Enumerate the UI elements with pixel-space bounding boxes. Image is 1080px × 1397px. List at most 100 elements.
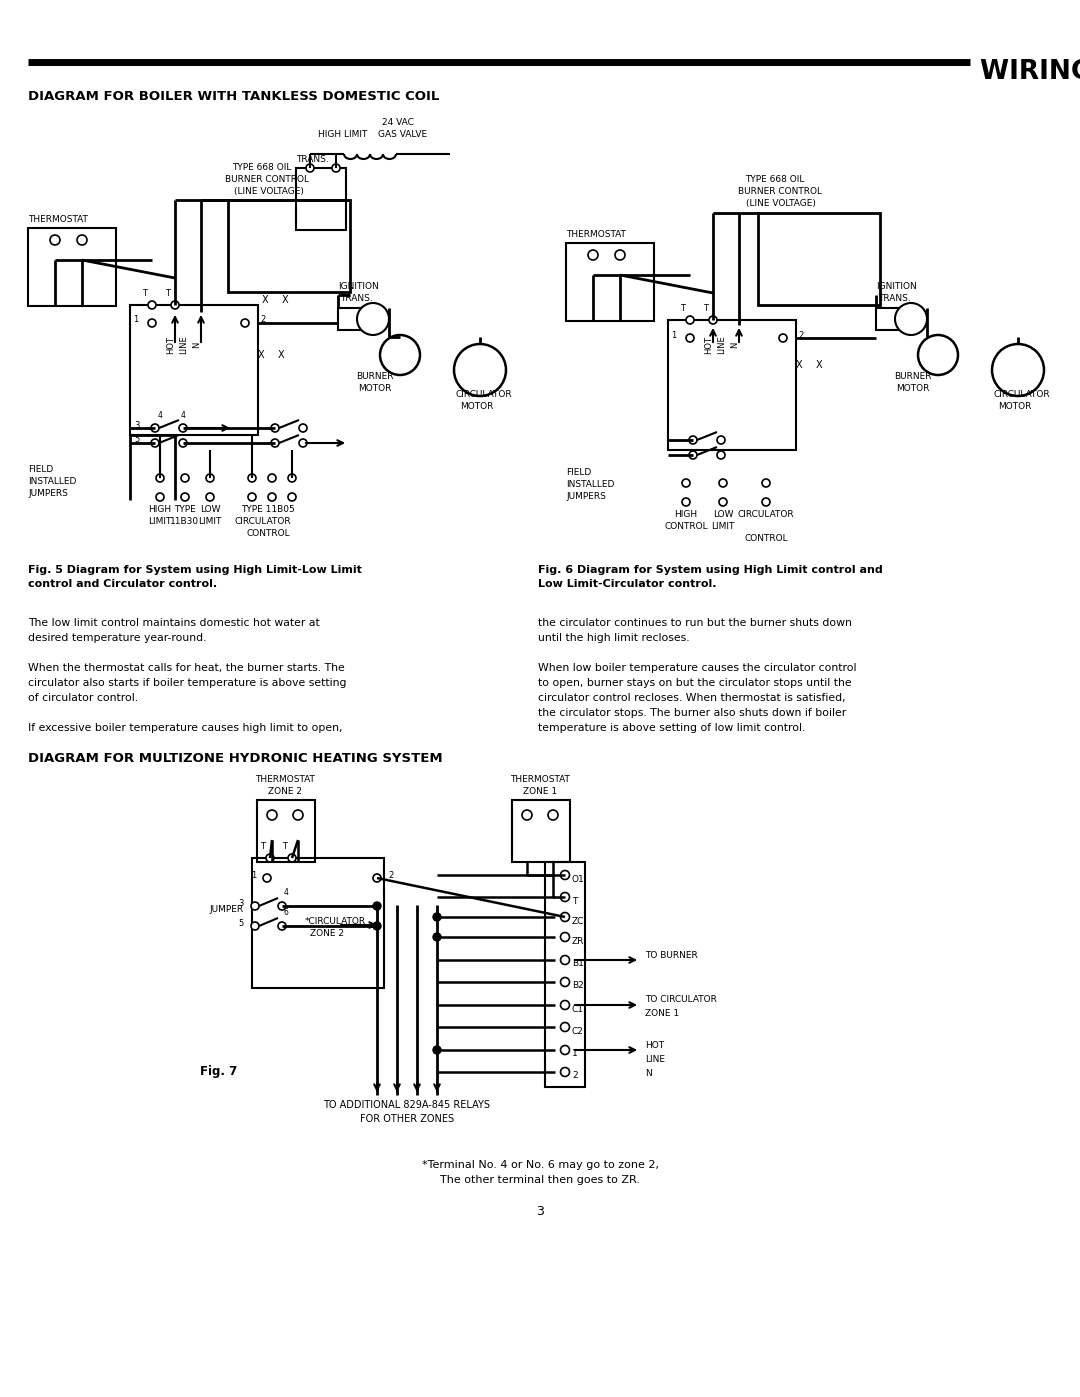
- Text: ZONE 2: ZONE 2: [268, 787, 302, 796]
- Text: 1: 1: [133, 316, 138, 324]
- Circle shape: [271, 425, 279, 432]
- Text: HOT: HOT: [166, 337, 175, 353]
- Text: Fig. 7: Fig. 7: [200, 1065, 238, 1078]
- Text: HOT: HOT: [704, 337, 713, 353]
- Circle shape: [206, 493, 214, 502]
- Text: N: N: [192, 342, 201, 348]
- Text: temperature is above setting of low limit control.: temperature is above setting of low limi…: [538, 724, 806, 733]
- Circle shape: [151, 425, 159, 432]
- Circle shape: [686, 316, 694, 324]
- Text: LIMIT: LIMIT: [148, 517, 172, 527]
- Text: TO ADDITIONAL 829A-845 RELAYS: TO ADDITIONAL 829A-845 RELAYS: [324, 1099, 490, 1111]
- Circle shape: [179, 439, 187, 447]
- Circle shape: [681, 479, 690, 488]
- Circle shape: [373, 875, 381, 882]
- Text: of circulator control.: of circulator control.: [28, 693, 138, 703]
- Text: FIELD: FIELD: [566, 468, 591, 476]
- Text: LINE: LINE: [645, 1055, 665, 1063]
- Text: (LINE VOLTAGE): (LINE VOLTAGE): [746, 198, 815, 208]
- Text: HIGH: HIGH: [674, 510, 698, 520]
- Text: TO CIRCULATOR: TO CIRCULATOR: [645, 996, 717, 1004]
- Text: The low limit control maintains domestic hot water at: The low limit control maintains domestic…: [28, 617, 320, 629]
- Text: CONTROL: CONTROL: [744, 534, 787, 543]
- Text: *Terminal No. 4 or No. 6 may go to zone 2,: *Terminal No. 4 or No. 6 may go to zone …: [421, 1160, 659, 1171]
- Text: ZONE 2: ZONE 2: [310, 929, 345, 937]
- Circle shape: [454, 344, 507, 395]
- Circle shape: [993, 344, 1044, 395]
- Circle shape: [288, 493, 296, 502]
- Text: C1: C1: [572, 1004, 584, 1013]
- Circle shape: [918, 335, 958, 374]
- Text: until the high limit recloses.: until the high limit recloses.: [538, 633, 690, 643]
- Text: THERMOSTAT: THERMOSTAT: [566, 231, 626, 239]
- Circle shape: [271, 439, 279, 447]
- Circle shape: [251, 902, 259, 909]
- Circle shape: [380, 335, 420, 374]
- Circle shape: [689, 451, 697, 460]
- Text: ZONE 1: ZONE 1: [523, 787, 557, 796]
- Circle shape: [357, 303, 389, 335]
- Text: CONTROL: CONTROL: [246, 529, 289, 538]
- Text: CIRCULATOR: CIRCULATOR: [993, 390, 1050, 400]
- Circle shape: [299, 425, 307, 432]
- Text: 5: 5: [135, 436, 140, 444]
- Circle shape: [181, 493, 189, 502]
- Text: BURNER CONTROL: BURNER CONTROL: [738, 187, 822, 196]
- Text: INSTALLED: INSTALLED: [566, 481, 615, 489]
- Text: Low Limit-Circulator control.: Low Limit-Circulator control.: [538, 578, 716, 590]
- Circle shape: [156, 474, 164, 482]
- Text: TRANS.: TRANS.: [878, 293, 910, 303]
- Circle shape: [268, 493, 276, 502]
- Circle shape: [561, 912, 569, 922]
- Bar: [296, 168, 346, 231]
- Text: MOTOR: MOTOR: [998, 402, 1031, 411]
- Text: T: T: [165, 289, 171, 298]
- Bar: [28, 228, 116, 306]
- Text: X: X: [796, 360, 802, 370]
- Circle shape: [522, 810, 532, 820]
- Text: circulator control recloses. When thermostat is satisfied,: circulator control recloses. When thermo…: [538, 693, 846, 703]
- Text: TYPE: TYPE: [174, 504, 195, 514]
- Circle shape: [895, 303, 927, 335]
- Text: ZONE 1: ZONE 1: [645, 1010, 679, 1018]
- Circle shape: [433, 933, 441, 942]
- Text: Fig. 6 Diagram for System using High Limit control and: Fig. 6 Diagram for System using High Lim…: [538, 564, 882, 576]
- Text: 2: 2: [388, 870, 393, 880]
- Text: 3: 3: [536, 1206, 544, 1218]
- Bar: [876, 307, 902, 330]
- Circle shape: [248, 474, 256, 482]
- Text: X: X: [282, 295, 288, 305]
- Circle shape: [588, 250, 598, 260]
- Text: TYPE 668 OIL: TYPE 668 OIL: [745, 175, 805, 184]
- Circle shape: [561, 893, 569, 901]
- Text: 3: 3: [239, 898, 244, 908]
- Circle shape: [267, 810, 276, 820]
- Text: 6: 6: [284, 908, 288, 916]
- Text: X: X: [261, 295, 268, 305]
- Text: MOTOR: MOTOR: [359, 384, 392, 393]
- Text: 2: 2: [260, 316, 266, 324]
- Circle shape: [561, 1067, 569, 1077]
- Circle shape: [288, 854, 296, 862]
- Text: 1: 1: [671, 331, 676, 339]
- Text: T: T: [283, 842, 287, 851]
- Circle shape: [156, 493, 164, 502]
- Circle shape: [717, 436, 725, 444]
- Text: GAS VALVE: GAS VALVE: [378, 130, 427, 138]
- Text: LOW: LOW: [713, 510, 733, 520]
- Bar: [130, 305, 258, 434]
- Text: JUMPER: JUMPER: [210, 905, 244, 915]
- Circle shape: [615, 250, 625, 260]
- Text: IGNITION: IGNITION: [338, 282, 379, 291]
- Text: 4: 4: [180, 411, 186, 420]
- Circle shape: [686, 334, 694, 342]
- Text: circulator also starts if boiler temperature is above setting: circulator also starts if boiler tempera…: [28, 678, 347, 687]
- Text: 5: 5: [239, 918, 244, 928]
- Circle shape: [717, 451, 725, 460]
- Text: 1: 1: [572, 1049, 578, 1059]
- Text: FIELD: FIELD: [28, 465, 53, 474]
- Text: If excessive boiler temperature causes high limit to open,: If excessive boiler temperature causes h…: [28, 724, 342, 733]
- Circle shape: [148, 300, 156, 309]
- Text: T: T: [572, 897, 578, 905]
- Text: DIAGRAM FOR BOILER WITH TANKLESS DOMESTIC COIL: DIAGRAM FOR BOILER WITH TANKLESS DOMESTI…: [28, 89, 440, 103]
